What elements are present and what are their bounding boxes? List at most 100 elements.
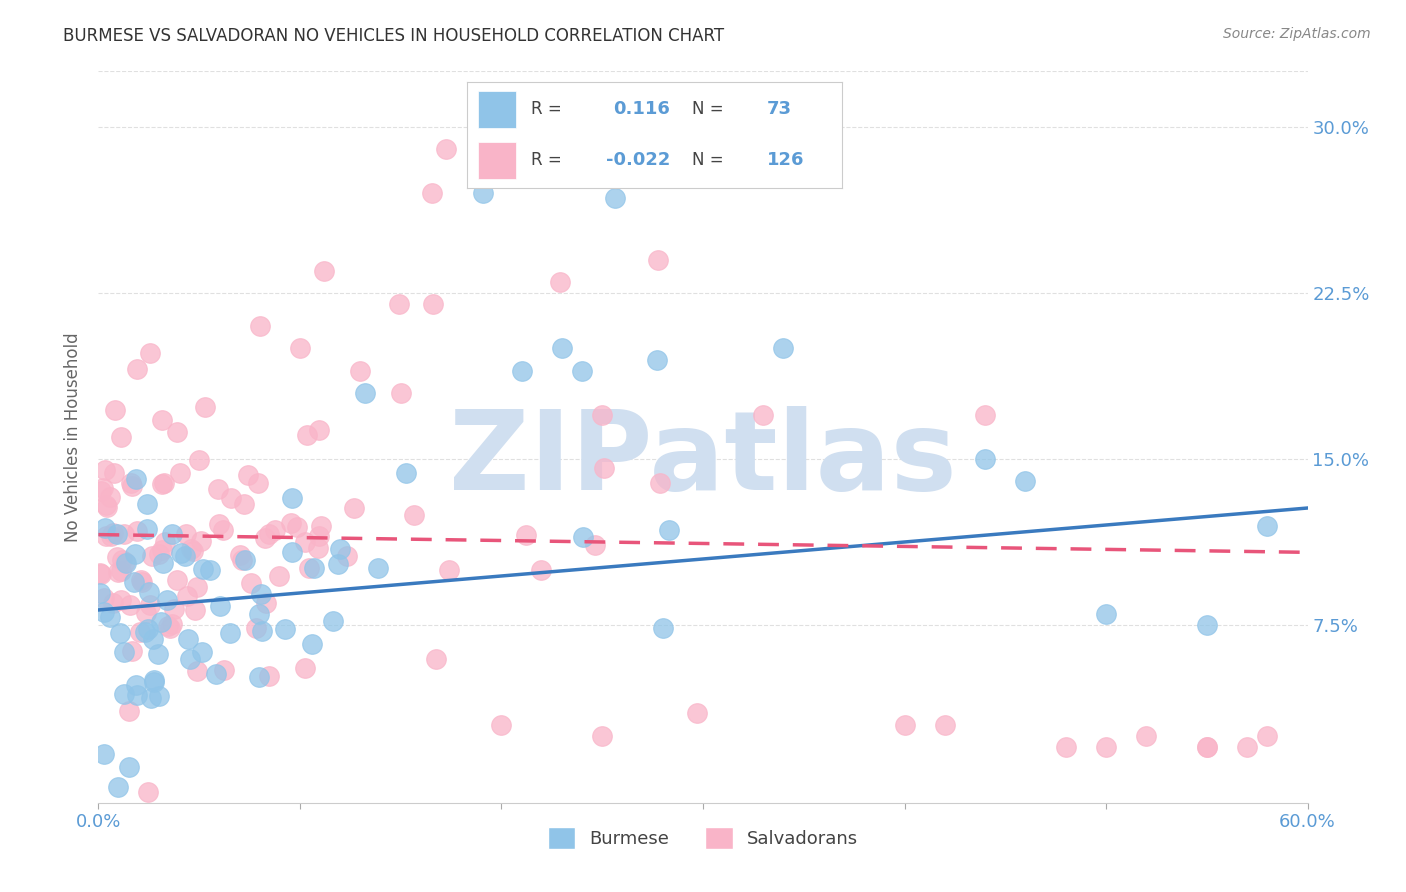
Point <box>354 385 377 400</box>
Point <box>181 544 204 558</box>
Point <box>211 523 233 537</box>
Point <box>583 538 606 552</box>
Point <box>188 453 211 467</box>
Point <box>254 595 277 609</box>
Point <box>591 408 613 422</box>
Point <box>162 527 184 541</box>
Point <box>893 718 915 732</box>
Point <box>139 690 162 705</box>
Point <box>1014 475 1036 489</box>
Point <box>139 598 162 612</box>
Point <box>294 535 316 549</box>
Point <box>257 669 280 683</box>
Point <box>131 574 153 589</box>
Point <box>472 186 495 201</box>
Point <box>152 475 174 490</box>
Point <box>285 520 308 534</box>
Point <box>322 614 344 628</box>
Point <box>179 652 201 666</box>
Point <box>112 687 135 701</box>
Point <box>572 530 595 544</box>
Point <box>645 352 668 367</box>
Point <box>157 619 180 633</box>
Point <box>551 342 574 356</box>
Point <box>139 346 162 360</box>
Point <box>129 624 152 639</box>
Point <box>105 550 128 565</box>
Point <box>150 413 173 427</box>
Point <box>125 524 148 538</box>
Point <box>104 402 127 417</box>
Point <box>422 297 444 311</box>
Point <box>162 617 184 632</box>
Point <box>281 545 304 559</box>
Point <box>1195 740 1218 755</box>
Point <box>129 574 152 588</box>
Text: BURMESE VS SALVADORAN NO VEHICLES IN HOUSEHOLD CORRELATION CHART: BURMESE VS SALVADORAN NO VEHICLES IN HOU… <box>63 27 724 45</box>
Point <box>124 547 146 561</box>
Point <box>404 508 426 523</box>
Point <box>280 516 302 531</box>
Point <box>90 484 112 499</box>
Point <box>254 531 277 545</box>
Point <box>420 186 443 201</box>
Point <box>114 556 136 570</box>
Point <box>389 385 412 400</box>
Point <box>652 621 675 635</box>
Point <box>236 468 259 483</box>
Point <box>93 606 115 620</box>
Text: Source: ZipAtlas.com: Source: ZipAtlas.com <box>1223 27 1371 41</box>
Point <box>301 637 323 651</box>
Point <box>98 490 121 504</box>
Point <box>110 430 132 444</box>
Point <box>205 666 228 681</box>
Point <box>249 319 271 334</box>
Point <box>264 523 287 537</box>
Point <box>103 466 125 480</box>
Point <box>152 556 174 570</box>
Point <box>180 541 202 556</box>
Point <box>125 472 148 486</box>
Point <box>146 647 169 661</box>
Point <box>176 590 198 604</box>
Point <box>153 535 176 549</box>
Point <box>231 553 253 567</box>
Point <box>295 428 318 442</box>
Point <box>200 563 222 577</box>
Point <box>250 587 273 601</box>
Point <box>1054 740 1077 755</box>
Point <box>288 342 311 356</box>
Point <box>170 546 193 560</box>
Point <box>232 497 254 511</box>
Point <box>247 670 270 684</box>
Point <box>1095 607 1118 622</box>
Point <box>101 596 124 610</box>
Point <box>439 563 461 577</box>
Point <box>209 599 232 614</box>
Point <box>603 191 626 205</box>
Point <box>150 476 173 491</box>
Y-axis label: No Vehicles in Household: No Vehicles in Household <box>65 332 83 542</box>
Point <box>125 678 148 692</box>
Point <box>118 598 141 612</box>
Point <box>658 523 681 537</box>
Point <box>643 153 665 167</box>
Point <box>491 718 513 732</box>
Point <box>90 566 112 581</box>
Point <box>388 297 411 311</box>
Point <box>1195 740 1218 755</box>
Point <box>148 689 170 703</box>
Point <box>134 625 156 640</box>
Point <box>120 476 142 491</box>
Point <box>96 500 118 515</box>
Point <box>100 529 122 543</box>
Point <box>591 729 613 743</box>
Point <box>149 615 172 629</box>
Point <box>247 607 270 621</box>
Point <box>571 363 593 377</box>
Point <box>240 575 263 590</box>
Point <box>312 264 335 278</box>
Point <box>142 632 165 647</box>
Point <box>121 478 143 492</box>
Point <box>191 645 214 659</box>
